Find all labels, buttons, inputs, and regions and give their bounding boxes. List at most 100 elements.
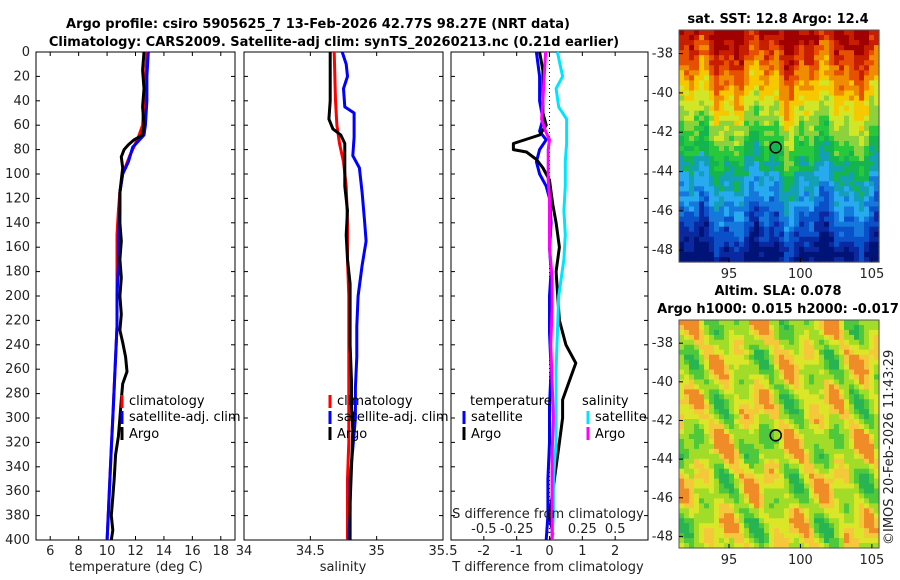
map-cell [784,518,790,524]
map-cell [784,523,790,529]
map-cell [754,55,760,61]
series-line-argo [327,52,355,540]
s-difference-label: S difference from climatology [452,507,644,522]
map-cell [714,191,720,197]
map-cell [799,498,805,504]
map-cell [729,320,735,326]
map-cell [719,201,725,208]
map-cell [829,389,835,395]
map-cell [789,379,795,386]
map-cell [849,523,855,529]
map-cell [874,325,880,331]
map-cell [829,65,835,71]
map-cell [759,50,765,56]
map-cell [784,320,790,326]
map-cell [704,409,710,415]
map-cell [724,171,730,177]
map-cell [709,518,715,524]
map-cell [684,176,690,182]
map-cell [744,498,750,504]
map-cell [789,344,795,351]
map-cell [694,246,700,253]
map-cell [744,151,750,157]
map-cell [779,498,785,504]
map-cell [694,171,700,177]
map-cell [719,85,725,92]
map-cell [874,483,880,490]
map-cell [834,141,840,147]
map-cell [679,216,685,223]
map-cell [714,488,720,495]
map-cell [719,161,725,167]
map-cell [794,40,800,46]
map-cell [679,35,685,41]
map-cell [729,201,735,208]
map-cell [729,399,735,405]
map-cell [774,329,780,336]
map-cell [819,231,825,238]
map-cell [684,85,690,92]
map-cell [794,379,800,386]
map-cell [699,320,705,326]
map-cell [789,115,795,122]
map-cell [704,146,710,152]
map-cell [734,325,740,331]
map-cell [779,409,785,415]
map-cell [774,206,780,213]
map-cell [844,70,850,76]
map-x-tick-label: 105 [859,553,884,568]
map-cell [839,493,845,500]
map-cell [689,384,695,390]
map-cell [874,429,880,435]
map-cell [774,90,780,97]
map-cell [704,434,710,440]
map-cell [874,221,880,228]
map-cell [724,543,730,549]
map-cell [819,523,825,529]
map-cell [724,513,730,519]
map-cell [704,374,710,381]
map-cell [814,508,820,514]
map-cell [809,394,815,400]
map-cell [804,458,810,465]
map-cell [739,414,745,420]
map-cell [784,105,790,112]
map-cell [719,236,725,243]
map-cell [729,493,735,500]
map-cell [704,538,710,544]
map-cell [824,498,830,504]
map-cell [699,473,705,480]
map-cell [804,60,810,66]
map-cell [789,55,795,61]
map-cell [714,166,720,172]
map-cell [769,508,775,514]
map-cell [869,201,875,208]
map-cell [709,156,715,162]
map-cell [849,257,855,263]
depth-tick-label: 180 [5,265,30,280]
map-cell [689,125,695,132]
map-cell [864,473,870,480]
map-cell [684,221,690,228]
map-cell [794,257,800,263]
map-cell [769,453,775,460]
map-cell [749,503,755,509]
map-cell [789,493,795,500]
map-cell [849,50,855,56]
map-cell [849,115,855,122]
map-cell [734,176,740,182]
map-cell [779,394,785,400]
map-cell [804,434,810,440]
map-cell [754,191,760,197]
map-cell [864,453,870,460]
map-cell [869,226,875,233]
map-cell [799,75,805,81]
map-cell [794,458,800,465]
map-cell [769,90,775,97]
map-cell [754,70,760,76]
map-cell [809,458,815,465]
map-cell [789,95,795,102]
map-cell [774,35,780,41]
map-cell [829,473,835,480]
map-cell [689,65,695,71]
